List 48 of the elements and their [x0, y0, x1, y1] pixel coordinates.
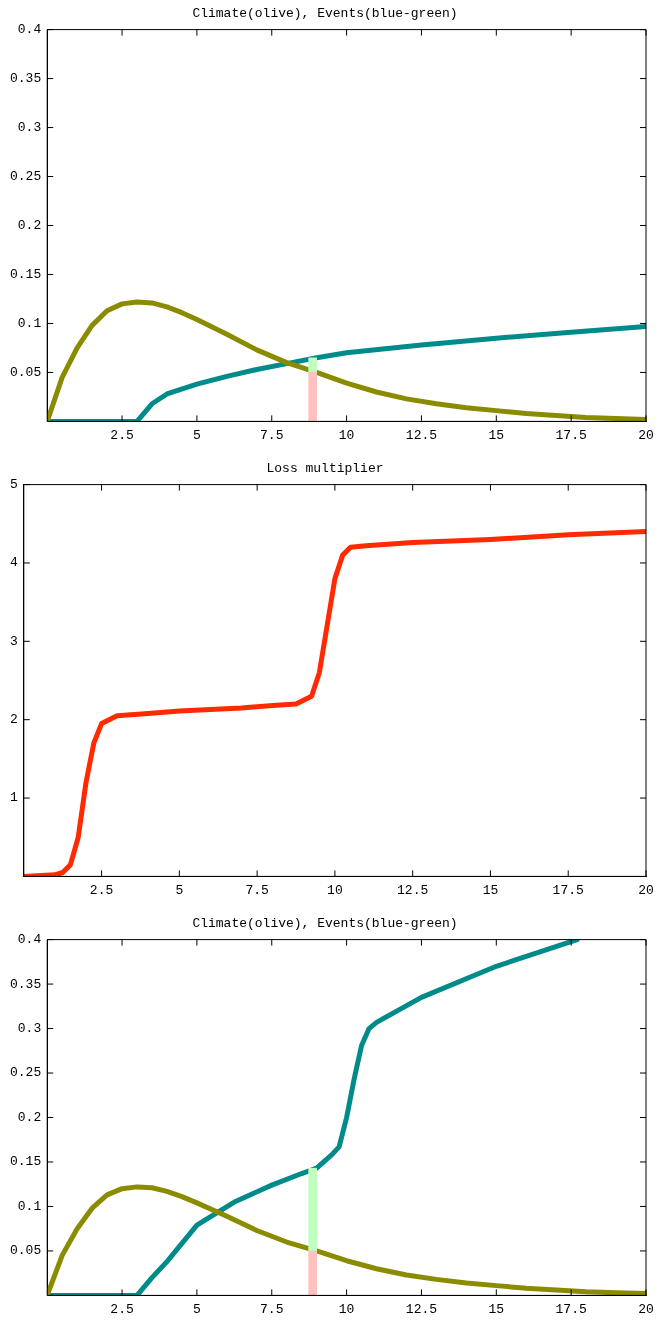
x-tick-label: 12.5 — [405, 1301, 438, 1317]
chart-title: Loss multiplier — [266, 461, 384, 477]
x-tick-label: 2.5 — [89, 882, 114, 898]
x-tick-label: 2.5 — [110, 1301, 134, 1317]
y-tick-label: 0.35 — [9, 976, 42, 992]
x-tick-label: 17.5 — [555, 427, 587, 443]
y-tick-label: 0.1 — [17, 315, 42, 331]
y-tick-label: 1 — [9, 790, 18, 806]
x-tick-label: 10 — [338, 427, 355, 443]
x-tick-label: 17.5 — [552, 882, 584, 898]
x-tick-label: 20 — [638, 882, 654, 898]
x-tick-label: 10 — [327, 882, 343, 898]
y-tick-label: 0.2 — [17, 217, 42, 233]
y-tick-label: 0.35 — [9, 71, 42, 87]
y-tick-label: 0.05 — [9, 1243, 42, 1259]
y-tick-label: 0.15 — [9, 266, 42, 282]
y-tick-label: 0.25 — [9, 1065, 42, 1081]
x-tick-label: 5 — [175, 882, 184, 898]
y-tick-label: 0.1 — [17, 1198, 42, 1214]
x-tick-label: 5 — [193, 1301, 201, 1317]
y-tick-label: 0.05 — [9, 364, 42, 380]
x-tick-label: 15 — [482, 882, 499, 898]
x-tick-label: 20 — [638, 427, 654, 443]
x-tick-label: 12.5 — [405, 427, 438, 443]
x-tick-label: 15 — [488, 427, 505, 443]
chart-title: Climate(olive), Events(blue-green) — [192, 916, 458, 932]
y-tick-label: 0.3 — [17, 1020, 42, 1036]
y-tick-label: 0.3 — [17, 119, 42, 135]
x-tick-label: 12.5 — [397, 882, 429, 898]
y-tick-label: 0.15 — [9, 1154, 42, 1170]
x-tick-label: 17.5 — [555, 1301, 587, 1317]
y-tick-label: 0.4 — [17, 932, 42, 948]
x-tick-label: 7.5 — [245, 882, 269, 898]
y-tick-label: 2 — [9, 712, 18, 728]
y-tick-label: 0.2 — [17, 1109, 42, 1125]
y-tick-label: 4 — [9, 555, 18, 571]
x-tick-label: 7.5 — [260, 1301, 284, 1317]
y-tick-label: 0.4 — [17, 22, 42, 38]
y-tick-label: 0.25 — [9, 168, 42, 184]
y-tick-label: 5 — [9, 477, 18, 493]
x-tick-label: 2.5 — [110, 427, 134, 443]
x-tick-label: 7.5 — [260, 427, 284, 443]
chart-title: Climate(olive), Events(blue-green) — [192, 6, 458, 22]
x-tick-label: 5 — [193, 427, 201, 443]
y-tick-label: 3 — [9, 633, 18, 649]
x-tick-label: 20 — [638, 1301, 654, 1317]
x-tick-label: 15 — [488, 1301, 505, 1317]
x-tick-label: 10 — [338, 1301, 355, 1317]
